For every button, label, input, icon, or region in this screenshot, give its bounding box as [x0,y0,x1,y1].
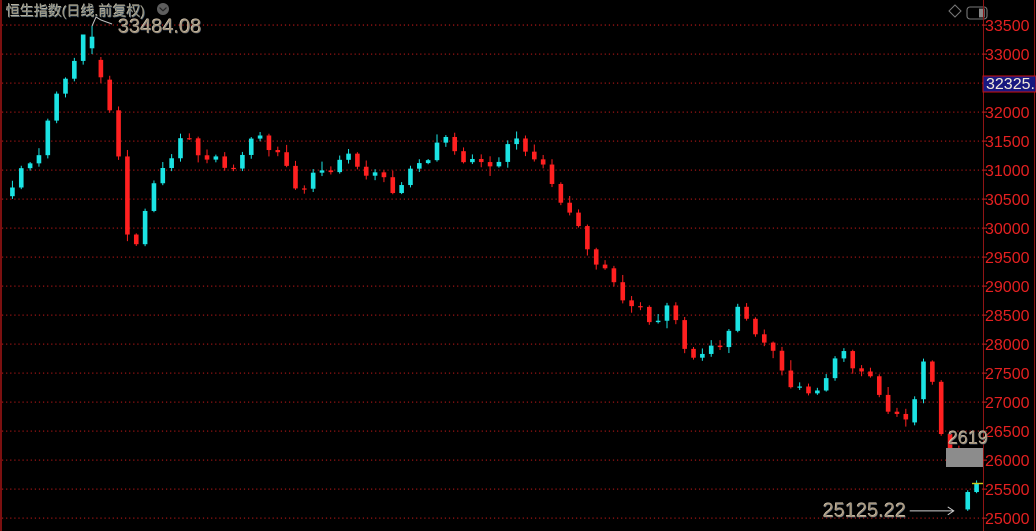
svg-text:30000: 30000 [985,221,1030,238]
svg-text:29500: 29500 [985,250,1030,267]
svg-text:29000: 29000 [985,279,1030,296]
svg-text:27000: 27000 [985,395,1030,412]
svg-text:32000: 32000 [985,105,1030,122]
svg-text:33500: 33500 [985,18,1030,35]
svg-text:25500: 25500 [985,482,1030,499]
svg-text:26500: 26500 [985,424,1030,441]
svg-text:28000: 28000 [985,337,1030,354]
svg-text:27500: 27500 [985,366,1030,383]
svg-text:33000: 33000 [985,47,1030,64]
svg-text:26000: 26000 [985,453,1030,470]
svg-text:25125.22: 25125.22 [823,500,906,522]
svg-text:33484.08: 33484.08 [118,16,201,38]
svg-text:32325.: 32325. [986,76,1035,93]
svg-text:31500: 31500 [985,134,1030,151]
svg-text:31000: 31000 [985,163,1030,180]
svg-text:25000: 25000 [985,511,1030,528]
svg-text:30500: 30500 [985,192,1030,209]
svg-text:28500: 28500 [985,308,1030,325]
svg-text:2619: 2619 [948,428,988,448]
